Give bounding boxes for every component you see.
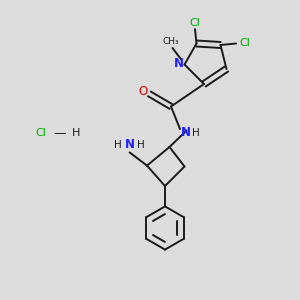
Text: N: N xyxy=(173,56,184,70)
Text: —: — xyxy=(54,127,66,140)
Text: N: N xyxy=(124,138,135,151)
Text: O: O xyxy=(139,85,148,98)
Text: H: H xyxy=(72,128,81,139)
Text: CH₃: CH₃ xyxy=(163,37,179,46)
Text: H: H xyxy=(136,140,144,150)
Text: H: H xyxy=(192,128,200,138)
Text: H: H xyxy=(114,140,122,150)
Text: Cl: Cl xyxy=(35,128,46,139)
Text: N: N xyxy=(180,126,190,139)
Text: Cl: Cl xyxy=(239,38,250,49)
Text: Cl: Cl xyxy=(190,17,200,28)
